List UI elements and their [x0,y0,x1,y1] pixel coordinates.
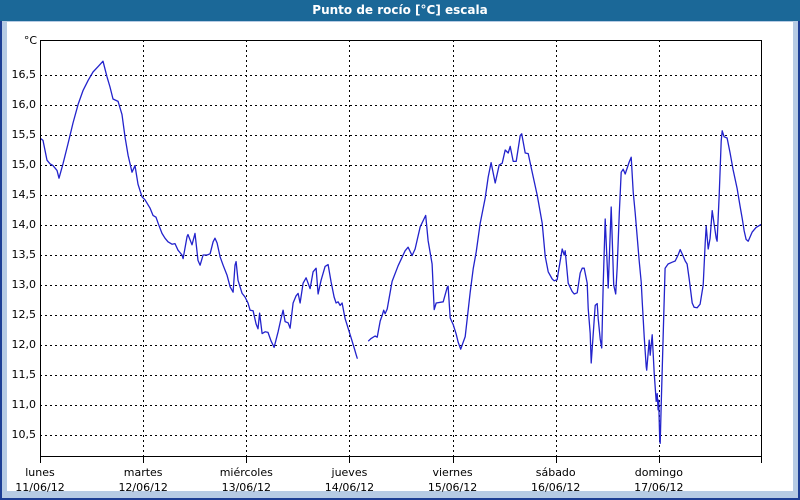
day-name: martes [123,466,163,479]
y-axis-label: 15,0 [11,157,37,171]
dew-point-line [40,60,358,359]
day-date: 15/06/12 [427,481,478,494]
y-axis-label: 16,0 [11,97,37,111]
y-axis-unit-label: °C [23,34,37,47]
y-axis-label: 12,5 [11,307,37,321]
x-axis-day-label: domingo 17/06/12 [611,466,707,495]
dew-point-line [367,130,762,445]
y-axis-label: 11,0 [11,397,37,411]
y-axis-label: 13,5 [11,247,37,261]
x-axis-day-label: martes 12/06/12 [95,466,191,495]
day-name: viernes [432,466,473,479]
title-bar: Punto de rocío [°C] escala [0,0,800,21]
day-name: jueves [331,466,368,479]
y-axis-label: 14,5 [11,187,37,201]
day-date: 13/06/12 [221,481,271,494]
y-axis-label: 10,5 [11,427,37,441]
x-axis-day-label: jueves 14/06/12 [301,466,397,495]
day-name: lunes [25,466,55,479]
plot-border [40,40,762,457]
day-date: 14/06/12 [324,481,375,494]
x-axis-day-label: lunes 11/06/12 [0,466,88,495]
y-axis-label: 15,5 [11,127,37,141]
day-name: domingo [634,466,683,479]
y-axis-label: 16,5 [11,67,37,81]
day-date: 11/06/12 [15,481,65,494]
day-name: sábado [535,466,576,479]
y-axis-label: 11,5 [11,367,37,381]
day-date: 12/06/12 [118,481,168,494]
day-name: miércoles [219,466,273,479]
y-axis-label: 14,0 [11,217,37,231]
y-axis-label: 12,0 [11,337,37,351]
chart-panel [7,22,793,491]
day-date: 17/06/12 [634,481,684,494]
day-date: 16/06/12 [531,481,581,494]
x-axis-day-label: miércoles 13/06/12 [198,466,294,495]
x-axis-day-label: viernes 15/06/12 [405,466,501,495]
plot-area [40,40,762,463]
x-axis-day-label: sábado 16/06/12 [508,466,604,495]
y-axis-label: 13,0 [11,277,37,291]
chart-title: Punto de rocío [°C] escala [312,3,488,17]
